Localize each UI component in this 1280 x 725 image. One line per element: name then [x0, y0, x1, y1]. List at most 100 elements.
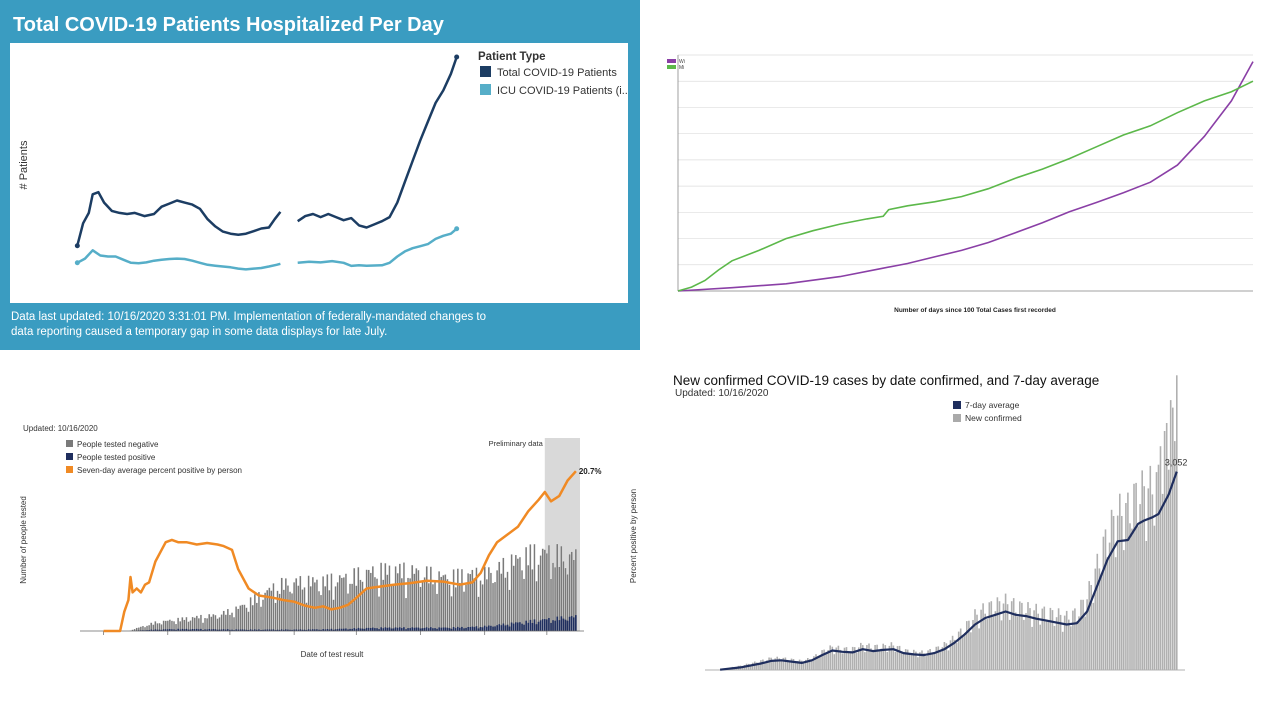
new-confirmed-bar: [1156, 472, 1158, 670]
cumulative-cases-panel: Number of days since 100 Total Cases fir…: [640, 40, 1280, 340]
positive-bar: [455, 628, 457, 631]
negative-bar: [430, 567, 432, 631]
end-value-label: 3,052: [1165, 458, 1188, 468]
positive-bar: [422, 628, 424, 631]
negative-bar: [432, 584, 434, 631]
new-confirmed-bar: [1111, 510, 1113, 670]
hospitalized-title: Total COVID-19 Patients Hospitalized Per…: [13, 14, 444, 37]
new-confirmed-bar: [791, 659, 793, 670]
positive-bar: [428, 628, 430, 631]
positive-bar: [527, 623, 529, 631]
negative-bar: [254, 594, 256, 631]
negative-bar: [308, 576, 310, 631]
new-confirmed-bar: [1044, 607, 1046, 670]
negative-bar: [246, 608, 248, 631]
positive-bar: [511, 623, 513, 632]
new-confirmed-bar: [1150, 466, 1152, 670]
new-confirmed-bar: [1011, 601, 1013, 670]
new-confirmed-bar: [982, 603, 984, 670]
negative-bar: [237, 609, 239, 631]
new-confirmed-bar: [891, 642, 893, 670]
negative-bar: [262, 600, 264, 631]
negative-bar: [457, 569, 459, 631]
legend-swatch-negative: [66, 440, 73, 447]
negative-bar: [397, 573, 399, 631]
positive-bar: [358, 628, 360, 631]
negative-bar: [341, 578, 343, 631]
negative-bar: [544, 550, 546, 631]
new-confirmed-bar: [838, 646, 840, 670]
new-confirmed-bar: [901, 651, 903, 670]
start-point: [75, 260, 80, 265]
negative-bar: [505, 578, 507, 631]
new-confirmed-bar: [770, 658, 772, 670]
negative-bar: [304, 587, 306, 631]
legend-item-icu: ICU COVID-19 Patients (i...: [497, 85, 628, 97]
negative-bar: [252, 605, 254, 631]
positive-bar: [569, 617, 571, 631]
positive-bar: [440, 628, 442, 631]
negative-bar: [293, 582, 295, 631]
positive-bar: [472, 627, 474, 631]
positive-bar: [416, 628, 418, 632]
new-confirmed-bar: [1176, 375, 1178, 670]
testing-panel: Updated: 10/16/2020 Preliminary data 20.…: [0, 410, 640, 720]
new-confirmed-bar: [821, 650, 823, 670]
negative-bar: [455, 587, 457, 631]
new-confirmed-bar: [1093, 603, 1095, 670]
negative-bar: [540, 556, 542, 632]
negative-bar: [385, 563, 387, 631]
new-confirmed-bar: [887, 652, 889, 670]
new-confirmed-bar: [1088, 581, 1090, 670]
positive-bar: [430, 627, 432, 631]
new-confirmed-bar: [1074, 608, 1076, 670]
negative-bar: [250, 597, 252, 631]
new-confirmed-bar: [1013, 598, 1015, 670]
negative-bar: [204, 618, 206, 631]
positive-bar: [465, 628, 467, 631]
new-confirmed-bar: [1097, 554, 1099, 670]
new-confirmed-bar: [952, 636, 954, 670]
positive-bar: [368, 628, 370, 631]
icu-patients-line: [298, 229, 457, 266]
negative-bar: [538, 565, 540, 631]
new-confirmed-bar: [980, 610, 982, 670]
new-confirmed-bar: [962, 636, 964, 670]
positive-bar: [474, 627, 476, 631]
negative-bar: [407, 578, 409, 631]
negative-bar: [449, 585, 451, 631]
total-patients-line: [298, 57, 457, 228]
new-confirmed-bar: [880, 649, 882, 670]
negative-bar: [360, 580, 362, 631]
legend-item-total: Total COVID-19 Patients: [497, 67, 617, 79]
negative-bar: [494, 582, 496, 631]
positive-bar: [561, 616, 563, 631]
preliminary-data-label: Preliminary data: [489, 439, 544, 448]
positive-bar: [407, 628, 409, 631]
new-confirmed-bar: [997, 597, 999, 670]
negative-bar: [372, 566, 374, 631]
new-confirmed-bar: [868, 644, 870, 671]
new-confirmed-bar: [785, 658, 787, 671]
new-confirmed-bar: [917, 657, 919, 670]
new-confirmed-bar: [850, 652, 852, 671]
new-confirmed-bar: [1131, 529, 1133, 670]
hospitalized-panel: Total COVID-19 Patients Hospitalized Per…: [0, 0, 640, 350]
new-confirmed-bar: [984, 614, 986, 670]
negative-bar: [225, 615, 227, 631]
total-patients-line: [77, 192, 280, 246]
positive-bar: [484, 626, 486, 631]
new-confirmed-bar: [1117, 516, 1119, 670]
negative-bar: [310, 586, 312, 631]
negative-bar: [221, 615, 223, 632]
legend-swatch-total: [480, 66, 491, 77]
negative-bar: [190, 621, 192, 632]
negative-bar: [478, 597, 480, 631]
new-confirmed-bar: [993, 617, 995, 670]
positive-bar: [575, 615, 577, 631]
positive-bar: [399, 627, 401, 631]
new-confirmed-bar: [882, 644, 884, 670]
negative-bar: [320, 595, 322, 631]
negative-bar: [503, 558, 505, 631]
negative-bar: [507, 572, 509, 631]
